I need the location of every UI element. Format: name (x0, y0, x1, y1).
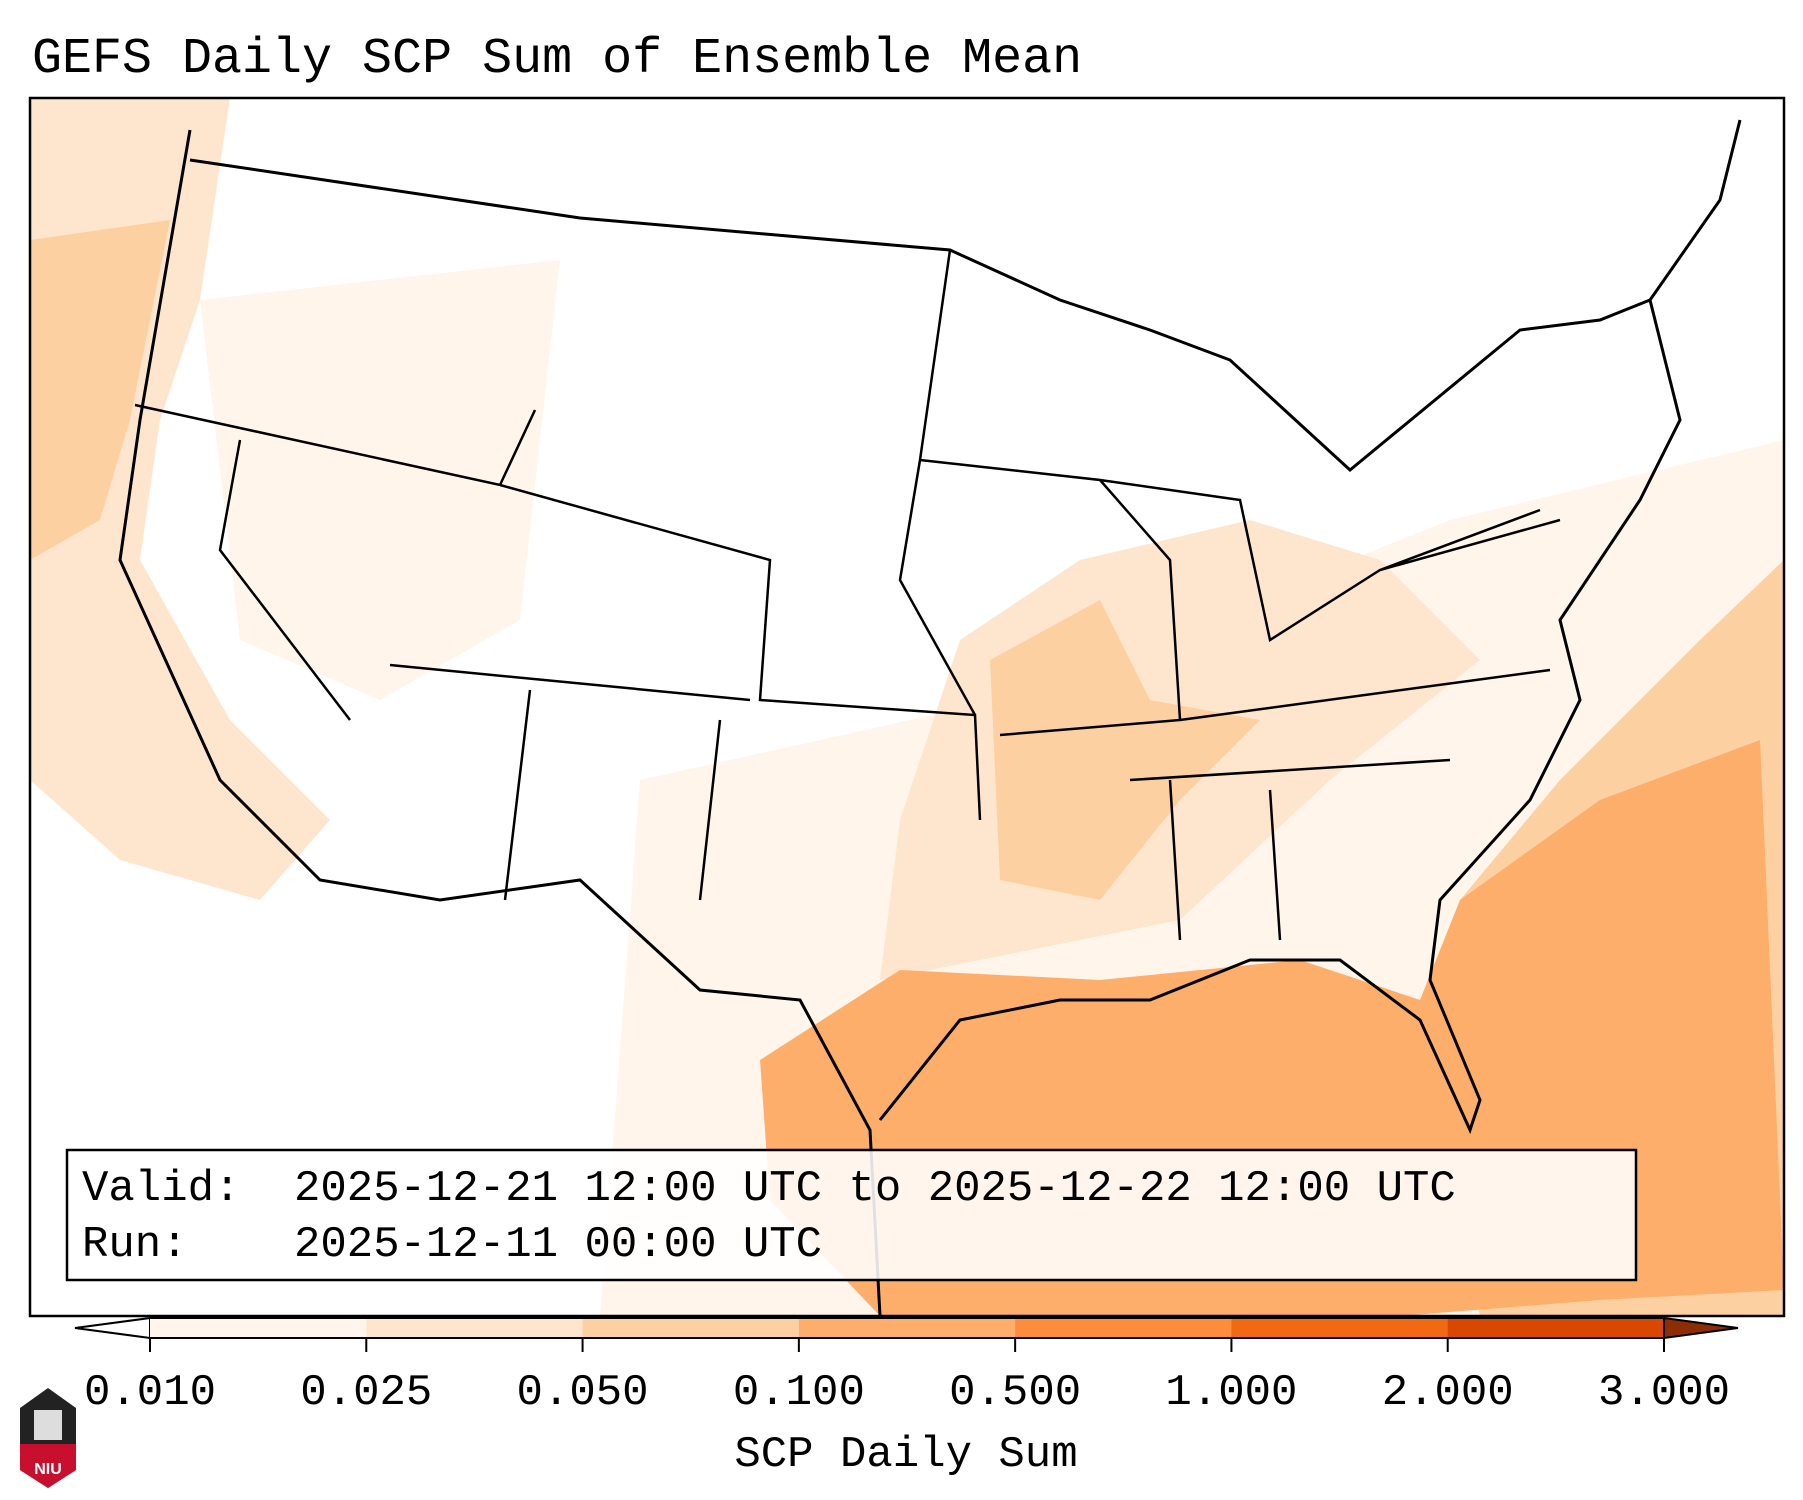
scp-field-west-light (200, 260, 560, 700)
colorbar-tick-label: 0.500 (949, 1368, 1081, 1418)
valid-value: 2025-12-21 12:00 UTC to 2025-12-22 12:00… (294, 1164, 1456, 1214)
colorbar-border (150, 1317, 1664, 1339)
us-outline (118, 119, 1742, 1316)
svg-text:NIU: NIU (34, 1461, 62, 1478)
scp-field-pacific-core (30, 220, 170, 560)
colorbar-segment (1231, 1318, 1449, 1338)
colorbar-tick-label: 3.000 (1598, 1368, 1730, 1418)
map-title: GEFS Daily SCP Sum of Ensemble Mean (32, 31, 1082, 88)
state-lines (134, 249, 1561, 941)
colorbar-segment (798, 1318, 1016, 1338)
colorbar-tick-label: 0.050 (517, 1368, 649, 1418)
map-panel (28, 96, 1786, 1318)
colorbar-tick-label: 0.025 (300, 1368, 432, 1418)
colorbar-tick-label: 0.100 (733, 1368, 865, 1418)
colorbar-label: SCP Daily Sum (734, 1430, 1077, 1480)
niu-logo: NIU (20, 1388, 76, 1488)
colorbar-over-triangle (1663, 1316, 1739, 1340)
colorbar-segment (150, 1318, 367, 1338)
colorbar-tick-labels: 0.010 0.025 0.050 0.100 0.500 1.000 2.000 3.000 (84, 1368, 1730, 1418)
valid-label: Valid: (82, 1164, 240, 1214)
scp-field-midsouth (990, 600, 1260, 900)
colorbar (74, 1316, 1739, 1352)
colorbar-segment (1447, 1318, 1665, 1338)
run-label: Run: (82, 1220, 188, 1270)
colorbar-segment (582, 1318, 800, 1338)
colorbar-segment (1015, 1318, 1232, 1338)
colorbar-segment (366, 1318, 584, 1338)
info-box: Valid: 2025-12-21 12:00 UTC to 2025-12-2… (65, 1148, 1638, 1282)
colorbar-under-triangle (74, 1316, 151, 1340)
colorbar-tick-label: 2.000 (1382, 1368, 1514, 1418)
run-value: 2025-12-11 00:00 UTC (294, 1220, 822, 1270)
map-frame (28, 96, 1786, 1318)
colorbar-tick-label: 0.010 (84, 1368, 216, 1418)
canada-border (189, 158, 1651, 472)
colorbar-tick-label: 1.000 (1165, 1368, 1297, 1418)
